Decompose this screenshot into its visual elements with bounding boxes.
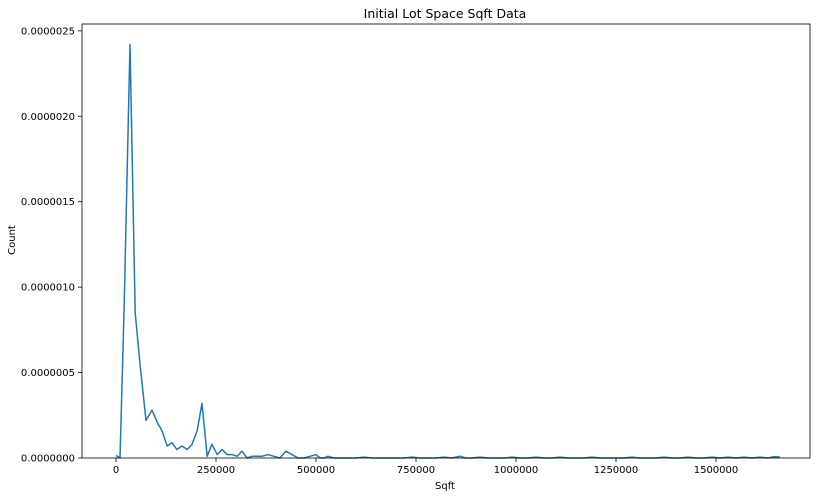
y-tick-label: 0.0000015	[21, 197, 75, 208]
x-tick-label: 1000000	[494, 465, 539, 476]
y-tick-label: 0.0000000	[21, 454, 75, 465]
x-tick-label: 500000	[297, 465, 335, 476]
x-tick-label: 1250000	[594, 465, 639, 476]
y-tick-label: 0.0000025	[21, 26, 75, 37]
x-tick-label: 750000	[397, 465, 435, 476]
y-tick-label: 0.0000010	[21, 283, 75, 294]
plot-area	[82, 24, 810, 458]
y-axis-label: Count	[7, 225, 18, 255]
x-tick-label: 250000	[197, 465, 235, 476]
x-axis-ticks: 0 250000 500000 750000 1000000 1250000 1500000	[113, 458, 738, 476]
y-tick-label: 0.0000005	[21, 368, 75, 379]
chart-title: Initial Lot Space Sqft Data	[364, 6, 527, 21]
x-tick-label: 1500000	[694, 465, 739, 476]
x-tick-label: 0	[113, 465, 119, 476]
plot-frame	[81, 23, 811, 459]
x-axis-label: Sqft	[435, 481, 455, 492]
y-tick-label: 0.0000020	[21, 112, 75, 123]
y-axis-ticks: 0.0000000 0.0000005 0.0000010 0.0000015 0.00…	[21, 26, 82, 465]
